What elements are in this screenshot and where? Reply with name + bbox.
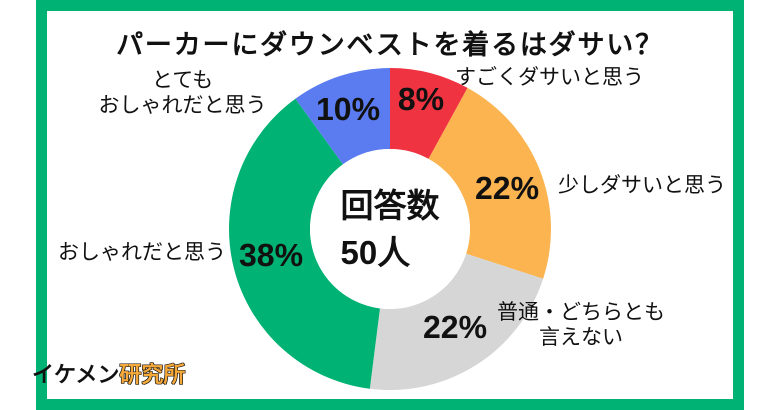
svg-text:22%: 22% (475, 170, 539, 206)
svg-text:10%: 10% (316, 91, 380, 127)
svg-text:8%: 8% (398, 81, 444, 117)
